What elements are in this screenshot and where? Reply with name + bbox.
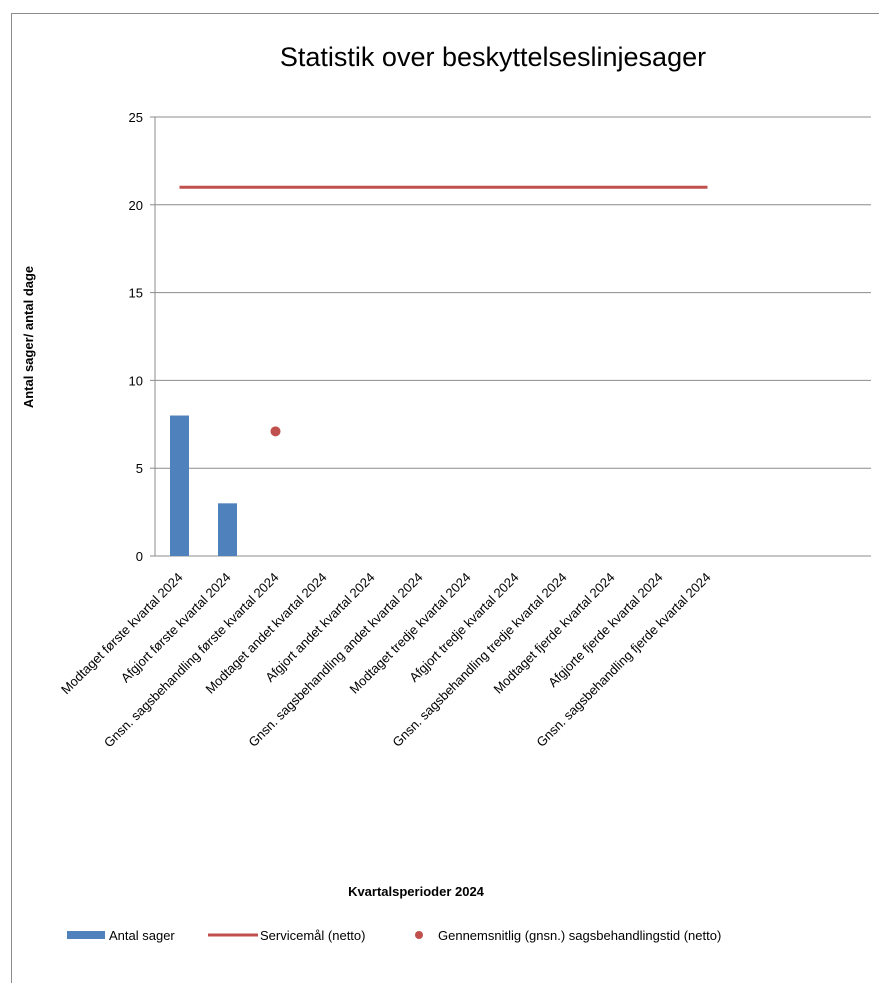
legend-swatch-antal-sager bbox=[67, 931, 105, 939]
y-tick-label: 25 bbox=[129, 110, 143, 125]
y-axis-label: Antal sager/ antal dage bbox=[21, 266, 36, 408]
legend-label-servicemaal: Servicemål (netto) bbox=[260, 928, 365, 943]
legend-label-antal-sager: Antal sager bbox=[109, 928, 175, 943]
x-axis-label: Kvartalsperioder 2024 bbox=[348, 884, 485, 899]
y-axis: 0 5 10 15 20 25 bbox=[129, 110, 156, 564]
legend-swatch-gennemsnitlig bbox=[415, 931, 423, 939]
x-tick-label: Gnsn. sagsbehandling første kvartal 2024 bbox=[101, 570, 282, 751]
y-tick-label: 5 bbox=[136, 461, 143, 476]
gridlines bbox=[155, 116, 871, 557]
legend-label-gennemsnitlig: Gennemsnitlig (gnsn.) sagsbehandlingstid… bbox=[438, 928, 721, 943]
bar bbox=[170, 415, 189, 556]
legend: Antal sager Servicemål (netto) Gennemsni… bbox=[67, 928, 721, 943]
y-tick-label: 20 bbox=[129, 198, 143, 213]
plot-area bbox=[170, 185, 708, 556]
scatter-point bbox=[270, 426, 281, 437]
y-tick-label: 15 bbox=[129, 286, 143, 301]
chart-border bbox=[11, 13, 879, 983]
x-tick-label: Gnsn. sagsbehandling andet kvartal 2024 bbox=[245, 570, 425, 750]
x-tick-label: Gnsn. sagsbehandling tredje kvartal 2024 bbox=[389, 570, 569, 750]
y-tick-label: 0 bbox=[136, 549, 143, 564]
y-tick-label: 10 bbox=[129, 373, 143, 388]
x-tick-label: Gnsn. sagsbehandling fjerde kvartal 2024 bbox=[533, 570, 713, 750]
bar bbox=[218, 503, 237, 556]
chart-title: Statistik over beskyttelseslinjesager bbox=[280, 42, 706, 72]
